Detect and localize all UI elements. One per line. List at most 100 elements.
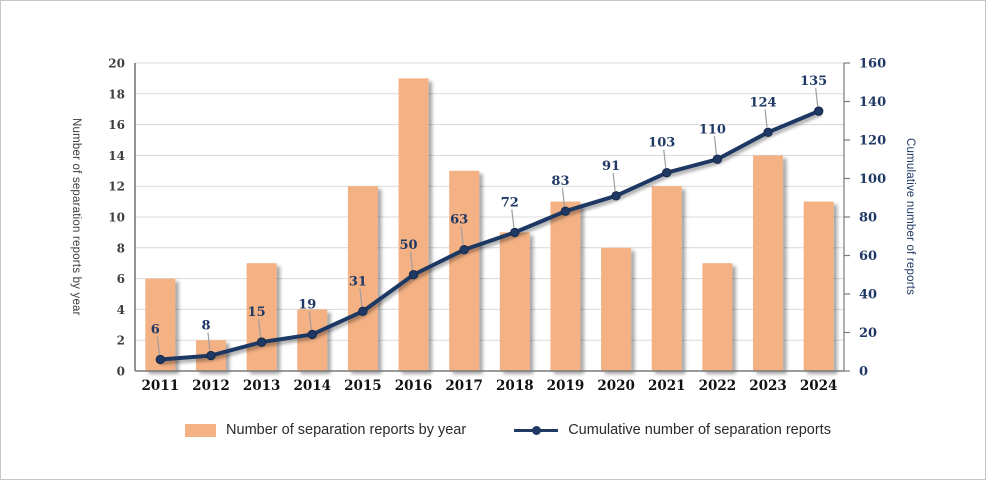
year-label-2016: 2016: [395, 378, 433, 394]
year-label-2011: 2011: [142, 378, 180, 394]
right-tick-label: 0: [859, 365, 868, 380]
bar-2023: [753, 155, 784, 371]
left-tick-label: 2: [117, 334, 125, 348]
line-series: [155, 106, 824, 365]
bar-2015: [347, 186, 378, 371]
axes: [134, 62, 850, 372]
left-tick-label: 16: [108, 118, 125, 132]
right-tick-label: 120: [859, 134, 886, 149]
line-swatch-marker-icon: [532, 426, 542, 435]
left-tick-label: 8: [117, 241, 125, 255]
data-point-2017: [459, 245, 469, 255]
bar-2016: [398, 78, 429, 372]
data-label-2014: 19: [298, 297, 316, 312]
right-axis-tick-labels: 0 20 40 60 80 100 120 140 160: [859, 57, 886, 380]
data-label-2021: 103: [648, 136, 675, 151]
data-point-2012: [206, 350, 216, 361]
leader-line: [561, 188, 566, 207]
year-label-2015: 2015: [344, 378, 382, 394]
data-label-2016: 50: [399, 238, 417, 253]
year-label-2014: 2014: [293, 378, 331, 394]
data-label-2015: 31: [349, 274, 367, 289]
left-tick-label: 14: [108, 149, 125, 163]
chart-legend: Number of separation reports by year Cum…: [1, 422, 985, 438]
data-point-2019: [560, 206, 571, 216]
data-label-2017: 63: [450, 213, 468, 228]
bar-2014: [297, 309, 328, 371]
data-label-2012: 8: [201, 319, 210, 334]
right-tick-label: 100: [859, 172, 886, 187]
line-series-swatch: [514, 425, 559, 435]
right-axis-title: Cumulative number of reports: [904, 138, 916, 296]
right-tick-label: 20: [859, 326, 877, 341]
left-tick-label: 12: [108, 180, 125, 194]
year-label-2018: 2018: [496, 378, 534, 394]
left-tick-label: 0: [117, 365, 125, 379]
bar-2024: [803, 201, 834, 371]
year-label-2022: 2022: [699, 378, 737, 394]
left-tick-label: 10: [108, 211, 125, 225]
bar-2018: [499, 232, 530, 371]
bar-2022: [702, 263, 733, 371]
year-label-2012: 2012: [192, 378, 230, 394]
left-axis-tick-labels: 0 2 4 6 8 10 12 14 16 18 20: [108, 57, 125, 379]
leader-line: [460, 226, 464, 245]
right-tick-label: 80: [859, 211, 877, 226]
data-point-2021: [662, 168, 672, 178]
left-tick-label: 18: [108, 87, 125, 101]
leader-line: [409, 251, 414, 270]
data-point-2016: [408, 270, 419, 280]
chart-area: Number of separation reports by year 0 2 4…: [1, 1, 985, 406]
left-tick-label: 20: [108, 57, 125, 71]
legend-item-bars: Number of separation reports by year: [185, 422, 466, 438]
data-point-2024: [813, 106, 824, 116]
bar-2020: [601, 247, 632, 371]
right-tick-label: 40: [859, 288, 877, 303]
bar-2019: [550, 201, 581, 371]
data-point-2013: [256, 337, 267, 347]
legend-item-line: Cumulative number of separation reports: [514, 422, 831, 438]
year-label-2020: 2020: [597, 378, 635, 394]
data-label-2013: 15: [248, 305, 266, 320]
right-tick-label: 140: [859, 95, 886, 110]
cumulative-line: [158, 109, 821, 362]
data-label-2019: 83: [551, 174, 569, 189]
left-axis-title: Number of separation reports by year: [70, 118, 82, 316]
data-point-2018: [510, 227, 520, 238]
leader-line: [511, 209, 515, 228]
left-tick-label: 4: [117, 303, 125, 317]
year-label-2021: 2021: [648, 378, 686, 394]
bar-series-swatch: [185, 423, 217, 437]
data-point-2022: [712, 154, 723, 164]
gridlines: [135, 62, 844, 341]
data-label-2018: 72: [501, 195, 519, 210]
leader-line: [258, 319, 262, 338]
legend-label-bars: Number of separation reports by year: [226, 422, 467, 438]
bar-series: [145, 78, 834, 372]
leader-line: [359, 288, 363, 307]
bar-2013: [246, 263, 277, 371]
year-label-2013: 2013: [243, 378, 281, 394]
leader-line: [663, 149, 667, 168]
data-point-2014: [307, 329, 317, 340]
x-axis-labels: 2011 2012 2013 2014 2015 2016 2017 2018 2019 2020…: [142, 378, 838, 394]
right-tick-label: 60: [859, 249, 877, 264]
data-label-2024: 135: [800, 74, 827, 89]
leader-line: [207, 332, 211, 351]
year-label-2017: 2017: [445, 378, 483, 394]
data-labels: 6 8 15 19 31 50 63 72 83 91 103 110 124 135: [151, 74, 827, 355]
data-point-2011: [155, 354, 166, 365]
leader-line: [713, 136, 717, 155]
data-label-2011: 6: [151, 322, 160, 337]
left-tick-label: 6: [117, 272, 125, 286]
legend-label-line: Cumulative number of separation reports: [568, 422, 831, 438]
data-label-2020: 91: [602, 159, 620, 174]
right-tick-label: 160: [859, 57, 886, 72]
leader-line: [764, 109, 768, 128]
leader-line: [815, 88, 819, 107]
bar-2021: [651, 186, 682, 371]
bar-2017: [449, 170, 480, 371]
combo-chart-plot: 0 2 4 6 8 10 12 14 16 18 20 0 20 40 60 80 100 120 140 160 20…: [108, 57, 886, 395]
data-label-2023: 124: [749, 95, 776, 110]
